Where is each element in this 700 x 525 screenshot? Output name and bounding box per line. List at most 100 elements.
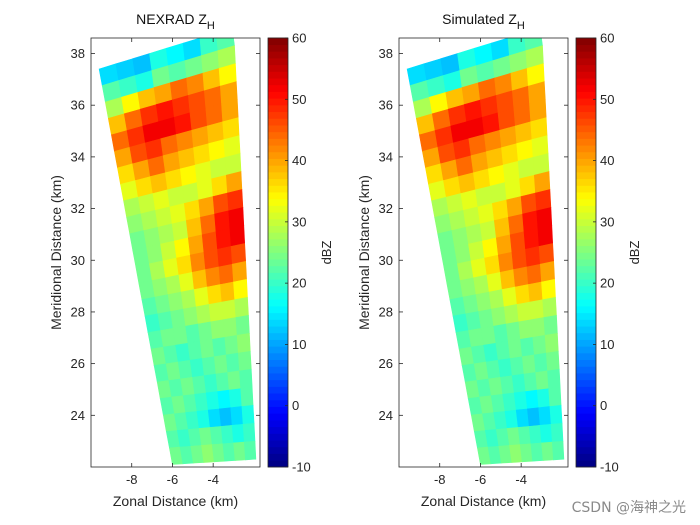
heatmap-cell: [227, 370, 242, 391]
heatmap-cell: [217, 389, 232, 410]
heatmap-cell: [176, 254, 193, 276]
heatmap-cell: [220, 424, 234, 445]
colorbar-segment: [576, 325, 596, 334]
heatmap-cell: [484, 254, 501, 276]
colorbar-segment: [576, 312, 596, 320]
heatmap-cell: [169, 203, 187, 225]
heatmap-cell: [241, 404, 255, 425]
heatmap-cell: [532, 334, 547, 356]
colorbar-segment: [576, 359, 596, 367]
heatmap-cell: [151, 277, 169, 298]
heatmap-cell: [527, 407, 541, 427]
y-tick-label: 28: [379, 304, 393, 319]
heatmap-cell: [539, 261, 555, 283]
colorbar-segment: [268, 151, 288, 159]
heatmap-cell: [521, 354, 537, 375]
heatmap-cell: [533, 352, 548, 373]
heatmap-cell: [201, 356, 217, 377]
heatmap-cell: [548, 386, 562, 407]
heatmap-cell: [536, 388, 551, 409]
heatmap-cell: [454, 243, 472, 265]
heatmap-cell: [197, 321, 213, 342]
colorbar-segment: [576, 84, 596, 92]
heatmap-cell: [506, 196, 523, 218]
colorbar-segment: [268, 238, 288, 247]
colorbar-segment: [576, 245, 596, 253]
x-tick-label: -6: [167, 472, 179, 487]
heatmap-cell: [539, 423, 553, 444]
heatmap-cell: [535, 189, 552, 212]
colorbar-tick-label: 0: [600, 398, 607, 413]
colorbar-segment: [576, 285, 596, 294]
heatmap-cell: [491, 306, 507, 327]
colorbar-segment: [268, 98, 288, 106]
colorbar-segment: [576, 252, 596, 260]
heatmap-cell: [189, 358, 205, 378]
heatmap-cell: [221, 299, 237, 321]
heatmap-cell: [530, 317, 546, 338]
heatmap-cell: [243, 440, 257, 461]
heatmap-cell: [518, 319, 534, 340]
heatmap-cell: [174, 237, 191, 259]
colorbar-segment: [268, 305, 288, 314]
colorbar-segment: [268, 386, 288, 394]
heatmap-cell: [497, 251, 514, 273]
heatmap-cell: [500, 375, 515, 395]
colorbar-tick-label: 10: [292, 337, 306, 352]
colorbar-segment: [576, 399, 596, 407]
x-axis-label: Zonal Distance (km): [113, 493, 238, 509]
heatmap-cell: [157, 223, 175, 245]
heatmap-cell: [160, 240, 177, 262]
heatmap-cell: [541, 279, 556, 301]
colorbar-segment: [268, 118, 288, 126]
colorbar-segment: [576, 211, 596, 220]
heatmap-cell: [526, 263, 542, 285]
colorbar-segment: [576, 218, 596, 226]
y-tick-label: 30: [71, 253, 85, 268]
colorbar-segment: [576, 104, 596, 113]
colorbar-segment: [576, 191, 596, 200]
heatmap-cell: [486, 271, 503, 293]
colorbar-segment: [576, 419, 596, 428]
heatmap-cell: [530, 442, 544, 462]
colorbar-segment: [576, 265, 596, 273]
colorbar-tick-label: 10: [600, 337, 614, 352]
heatmap-cell: [218, 263, 234, 285]
colorbar-segment: [576, 299, 596, 307]
colorbar-segment: [268, 64, 288, 72]
colorbar-segment: [576, 77, 596, 86]
colorbar-segment: [576, 366, 596, 374]
colorbar-segment: [576, 111, 596, 119]
colorbar-segment: [268, 51, 288, 59]
heatmap-cell: [211, 443, 225, 463]
colorbar-segment: [576, 459, 596, 468]
colorbar-segment: [576, 406, 596, 414]
y-tick-label: 36: [71, 98, 85, 113]
colorbar-tick-label: 20: [292, 276, 306, 291]
heatmap-cell: [180, 289, 197, 310]
heatmap-cell: [511, 373, 527, 394]
heatmap-cells: [98, 37, 257, 465]
heatmap-cell: [468, 240, 485, 262]
heatmap-cell: [206, 284, 223, 305]
colorbar-segment: [268, 144, 288, 153]
colorbar-segment: [268, 252, 288, 260]
heatmap-cell: [240, 386, 254, 407]
heatmap-cell: [473, 274, 490, 295]
heatmap-cell: [162, 257, 180, 279]
heatmap-cell: [214, 210, 231, 233]
heatmap-cell: [463, 206, 481, 228]
heatmap-cell: [219, 407, 233, 427]
colorbar-segment: [576, 305, 596, 314]
heatmap-cell: [237, 351, 252, 372]
heatmap-cell: [143, 226, 161, 248]
colorbar-segment: [576, 339, 596, 347]
heatmap-cell: [478, 308, 495, 329]
heatmap-cell: [480, 325, 497, 346]
colorbar-segment: [268, 453, 288, 461]
colorbar-segment: [576, 205, 596, 213]
heatmap-cell: [517, 426, 532, 445]
heatmap-cell: [178, 271, 195, 293]
heatmap-cell: [497, 358, 513, 378]
